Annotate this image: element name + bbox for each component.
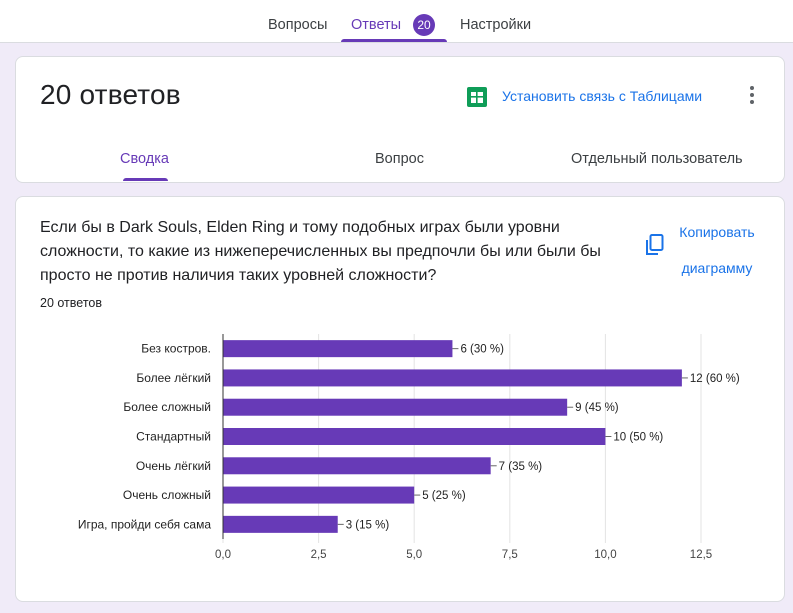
bar bbox=[223, 369, 682, 387]
summary-card: 20 ответов Установить связь с Таблицами … bbox=[15, 56, 785, 183]
category-label: Более сложный bbox=[123, 400, 211, 414]
category-label: Очень лёгкий bbox=[136, 459, 211, 473]
copy-chart-button[interactable]: Копировать диаграмму bbox=[679, 224, 755, 276]
answers-count-badge: 20 bbox=[413, 14, 435, 36]
bar bbox=[223, 486, 415, 504]
x-tick-label: 2,5 bbox=[311, 549, 327, 561]
x-tick-label: 7,5 bbox=[502, 549, 518, 561]
data-label: 3 (15 %) bbox=[346, 519, 390, 531]
responses-title: 20 ответов bbox=[40, 79, 181, 110]
category-label: Игра, пройди себя сама bbox=[78, 517, 212, 531]
tab-questions[interactable]: Вопросы bbox=[268, 17, 328, 33]
copy-icon[interactable] bbox=[646, 234, 664, 256]
tab-settings[interactable]: Настройки bbox=[460, 17, 532, 33]
question-card: Если бы в Dark Souls, Elden Ring и тому … bbox=[15, 196, 785, 602]
bar-chart: 0,0 2,5 5,0 7,5 10,0 12,5 Без костров. 6 (30 %)… bbox=[78, 334, 740, 561]
data-label: 6 (30 %) bbox=[460, 344, 504, 356]
more-vert-icon[interactable] bbox=[749, 86, 755, 108]
bar bbox=[223, 428, 606, 445]
x-tick-label: 10,0 bbox=[594, 549, 616, 561]
subtab-question[interactable]: Вопрос bbox=[375, 151, 424, 167]
category-label: Очень сложный bbox=[123, 488, 211, 502]
response-count: 20 ответов bbox=[40, 296, 102, 310]
bar bbox=[223, 457, 491, 475]
category-label: Более лёгкий bbox=[136, 371, 211, 385]
subtab-summary[interactable]: Сводка bbox=[120, 151, 169, 167]
category-label: Стандартный bbox=[136, 430, 211, 444]
tab-answers[interactable]: Ответы bbox=[351, 17, 402, 33]
x-tick-label: 0,0 bbox=[215, 549, 231, 561]
data-label: 9 (45 %) bbox=[575, 402, 619, 414]
bar bbox=[223, 515, 338, 533]
x-tick-label: 5,0 bbox=[406, 549, 422, 561]
link-to-sheets-button[interactable]: Установить связь с Таблицами bbox=[502, 88, 703, 104]
data-label: 5 (25 %) bbox=[422, 490, 466, 502]
subtab-individual[interactable]: Отдельный пользователь bbox=[571, 151, 743, 167]
top-tab-bar: Вопросы Ответы 20 Настройки bbox=[0, 0, 793, 43]
bar bbox=[223, 340, 453, 358]
active-subtab-indicator bbox=[123, 178, 168, 181]
data-label: 10 (50 %) bbox=[613, 432, 663, 444]
question-title: Если бы в Dark Souls, Elden Ring и тому … bbox=[40, 219, 601, 284]
data-label: 12 (60 %) bbox=[690, 373, 740, 385]
bar bbox=[223, 398, 568, 416]
data-label: 7 (35 %) bbox=[499, 461, 543, 473]
x-tick-label: 12,5 bbox=[690, 549, 712, 561]
category-label: Без костров. bbox=[141, 342, 211, 356]
sheets-icon[interactable] bbox=[467, 87, 487, 107]
active-tab-indicator bbox=[341, 39, 447, 42]
